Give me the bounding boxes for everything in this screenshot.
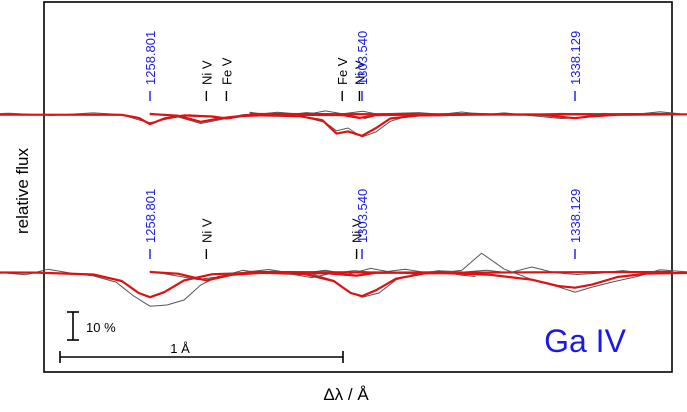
flux-scale-label: 10 % bbox=[86, 320, 116, 335]
wavelength-scale-bar: 1 Å bbox=[59, 341, 344, 363]
x-axis-label: Δλ / Å bbox=[323, 385, 369, 404]
panel-0-1: Ni V Fe V 1303.540 bbox=[149, 31, 674, 138]
plot-frame bbox=[43, 1, 673, 373]
wavelength-scale-label: 1 Å bbox=[170, 341, 190, 356]
model-spectrum-line bbox=[149, 112, 674, 137]
line-id-label: 1338.129 bbox=[568, 31, 583, 85]
line-id-label: 1258.801 bbox=[143, 189, 158, 243]
line-id-label: Ni V bbox=[199, 60, 214, 85]
line-id-label: Ni V bbox=[350, 218, 365, 243]
line-id-label: Fe V bbox=[219, 57, 234, 85]
model-spectrum-line bbox=[0, 112, 476, 126]
model-spectrum-line bbox=[249, 112, 687, 120]
flux-scale-bar: 10 % bbox=[67, 311, 116, 341]
panel-1-1: Ni V 1303.540 bbox=[149, 189, 674, 298]
observed-spectrum-line bbox=[0, 267, 476, 307]
line-id-label: 1338.129 bbox=[568, 189, 583, 243]
panel-0-2: 1338.129 bbox=[249, 31, 687, 120]
line-id-label: Ni V bbox=[199, 218, 214, 243]
y-axis-label: relative flux bbox=[13, 148, 32, 234]
model-spectrum-line bbox=[0, 271, 476, 299]
line-id-label: Ni V bbox=[352, 60, 367, 85]
line-id-label: 1303.540 bbox=[355, 31, 370, 85]
line-id-label: 1303.540 bbox=[355, 189, 370, 243]
model-spectrum-line bbox=[249, 270, 687, 289]
panel-1-2: 1338.129 bbox=[249, 189, 687, 293]
line-id-label: Fe V bbox=[335, 57, 350, 85]
line-id-label: 1258.801 bbox=[143, 31, 158, 85]
ion-label: Ga IV bbox=[544, 323, 626, 359]
